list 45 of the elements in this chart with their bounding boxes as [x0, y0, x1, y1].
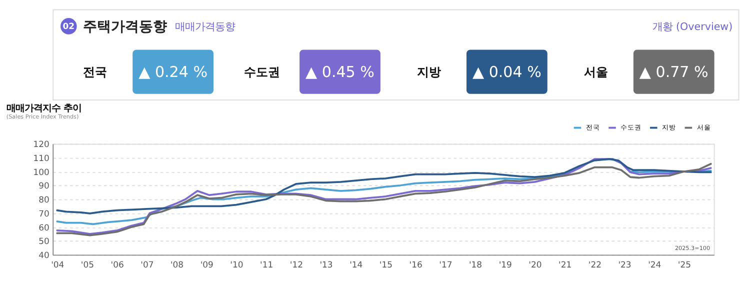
x-tick-label: '15: [379, 259, 393, 270]
x-tick-label: '19: [498, 259, 512, 270]
x-tick-label: '05: [80, 259, 94, 270]
x-tick-label: '24: [648, 259, 662, 270]
category-label: 전국: [82, 65, 107, 80]
text: 개황 (Overview): [652, 20, 733, 33]
y-tick-label: 120: [33, 139, 50, 150]
y-tick-label: 110: [33, 152, 50, 163]
x-tick-label: '16: [409, 259, 422, 270]
x-tick-label: '22: [588, 259, 602, 270]
text: ▲ 0.24 %: [138, 62, 208, 81]
x-tick-label: '23: [618, 259, 632, 270]
category-label: 서울: [584, 65, 608, 80]
x-tick-label: '18: [468, 259, 482, 270]
x-tick-label: '13: [320, 259, 333, 270]
text: 주택가격동향: [82, 18, 167, 35]
text: 02: [62, 21, 75, 32]
x-tick-label: '07: [140, 259, 154, 270]
x-tick-label: '17: [439, 259, 452, 270]
text: ▲ 0.77 %: [639, 62, 708, 81]
x-tick-label: '12: [290, 259, 303, 270]
x-tick-label: '06: [110, 259, 124, 270]
x-tick-label: '21: [558, 259, 572, 270]
chart-title: 매매가격지수 추이: [6, 102, 82, 114]
y-tick-label: 70: [38, 208, 50, 218]
text: 매매가격동향: [174, 20, 235, 33]
x-tick-label: '08: [170, 259, 184, 270]
y-tick-label: 100: [33, 166, 50, 177]
x-tick-label: '04: [51, 259, 64, 270]
text: ▲ 0.45 %: [306, 62, 374, 81]
category-label: 수도권: [244, 65, 280, 80]
line-series: [56, 158, 712, 214]
x-tick-label: '20: [528, 259, 542, 270]
x-tick-label: '10: [230, 259, 244, 270]
category-label: 지방: [416, 65, 441, 80]
x-tick-label: '09: [200, 259, 214, 270]
x-tick-label: '11: [260, 259, 274, 270]
y-tick-label: 80: [38, 194, 50, 205]
y-tick-label: 90: [38, 180, 50, 191]
text: ▲ 0.04 %: [472, 62, 542, 81]
x-tick-label: '14: [350, 259, 363, 270]
y-tick-label: 50: [38, 236, 50, 246]
x-tick-label: '25: [678, 259, 692, 270]
y-tick-label: 40: [38, 250, 50, 260]
y-tick-label: 60: [38, 222, 50, 232]
